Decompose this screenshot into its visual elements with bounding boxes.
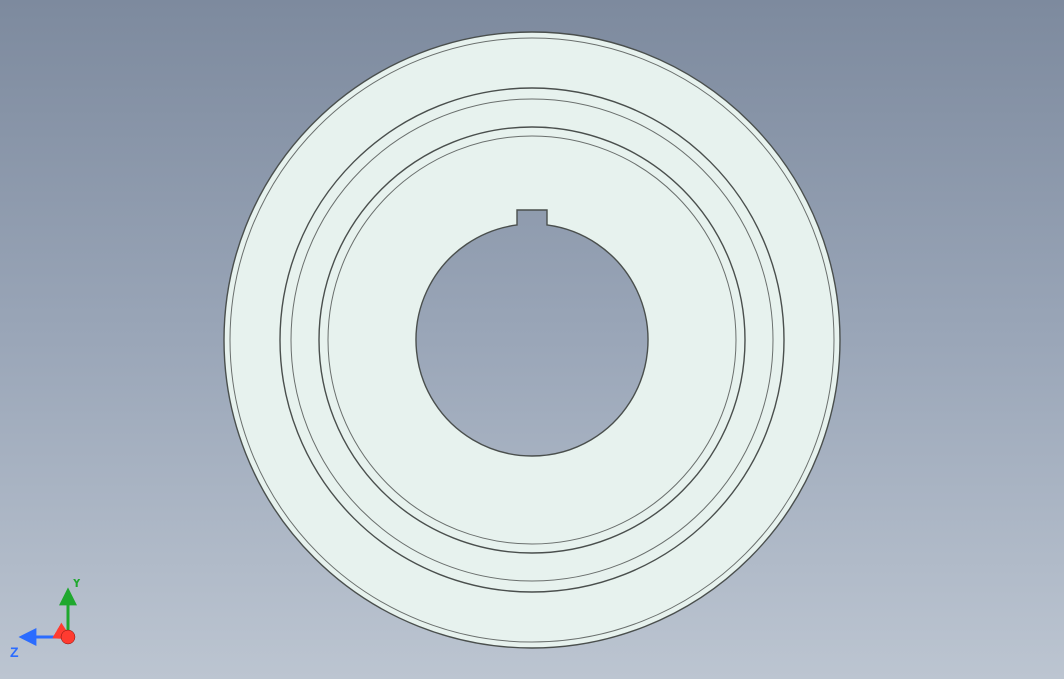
part-face[interactable] (224, 32, 840, 648)
triad-origin (61, 630, 75, 644)
cad-viewport[interactable]: ZY (0, 0, 1064, 679)
axis-z-label: Z (10, 644, 19, 660)
model-canvas[interactable] (0, 0, 1064, 679)
axis-y-label: Y (72, 579, 82, 590)
orientation-triad[interactable]: ZY (10, 579, 100, 669)
